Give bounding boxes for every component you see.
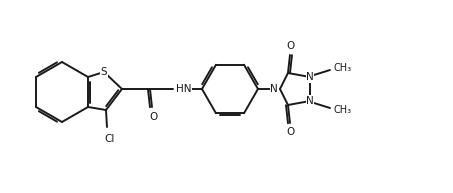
Text: N: N	[306, 96, 314, 106]
Text: O: O	[150, 112, 158, 122]
Text: O: O	[287, 41, 295, 51]
Text: S: S	[101, 67, 107, 77]
Text: HN: HN	[176, 84, 192, 94]
Text: N: N	[306, 72, 314, 82]
Text: CH₃: CH₃	[334, 63, 352, 73]
Text: Cl: Cl	[105, 134, 115, 144]
Text: CH₃: CH₃	[334, 105, 352, 115]
Text: N: N	[270, 84, 278, 94]
Text: O: O	[287, 127, 295, 137]
